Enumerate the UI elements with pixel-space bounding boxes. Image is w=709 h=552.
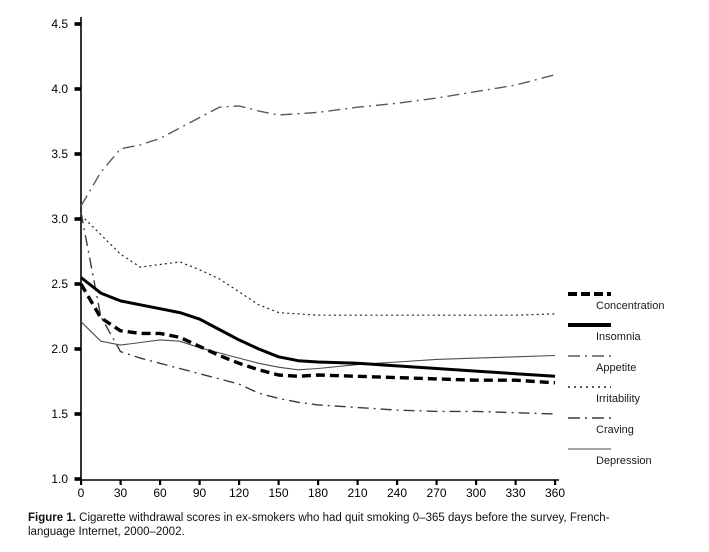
legend-line-sample-irritability: [568, 386, 611, 388]
series-line-craving: [80, 212, 556, 415]
x-axis-tick: [159, 480, 162, 485]
y-axis-tick-label: 4.0: [51, 82, 68, 96]
y-axis-tick: [74, 87, 81, 91]
legend-label-insomnia: Insomnia: [596, 331, 641, 343]
y-axis-tick: [74, 217, 81, 221]
y-axis-tick: [74, 22, 81, 26]
y-axis-tick-label: 1.0: [51, 472, 68, 486]
x-axis-tick-label: 360: [545, 486, 565, 500]
legend-label-depression: Depression: [596, 455, 652, 467]
x-axis-tick-label: 60: [153, 486, 167, 500]
y-axis-tick-label: 4.5: [51, 17, 68, 31]
y-axis-tick-label: 3.0: [51, 212, 68, 226]
legend-line-sample-concentration: [568, 292, 611, 296]
x-axis-tick: [475, 480, 478, 485]
x-axis-tick: [277, 480, 280, 485]
legend-line-sample-appetite: [568, 355, 611, 357]
y-axis-tick-label: 2.5: [51, 277, 68, 291]
legend-item-concentration: Concentration: [566, 289, 696, 313]
x-axis-tick: [435, 480, 438, 485]
x-axis-tick-label: 210: [347, 486, 367, 500]
x-axis-tick-label: 180: [308, 486, 328, 500]
x-axis-tick-label: 240: [387, 486, 407, 500]
series-line-depression: [80, 321, 556, 371]
legend-label-appetite: Appetite: [596, 362, 637, 374]
legend-item-irritability: Irritability: [566, 382, 696, 406]
y-axis-tick: [74, 282, 81, 286]
y-axis-tick-label: 1.5: [51, 407, 68, 421]
series-line-concentration: [79, 283, 556, 385]
legend-line-sample-craving: [568, 417, 611, 419]
series-line-irritability: [80, 214, 556, 316]
x-axis-tick-label: 0: [78, 486, 85, 500]
figure-caption-label: Figure 1.: [28, 512, 76, 524]
legend-item-depression: Depression: [566, 444, 696, 468]
y-axis-tick-label: 3.5: [51, 147, 68, 161]
x-axis-tick: [317, 480, 320, 485]
legend-label-concentration: Concentration: [596, 300, 665, 312]
x-axis-tick: [238, 480, 241, 485]
x-axis-tick-label: 150: [268, 486, 288, 500]
legend-item-craving: Craving: [566, 413, 696, 437]
x-axis-tick-label: 90: [193, 486, 207, 500]
figure-caption-text-line1: Cigarette withdrawal scores in ex-smoker…: [75, 512, 610, 524]
x-axis-tick: [514, 480, 517, 485]
chart-legend: Concentration Insomnia Appetite Irritabilit…: [566, 289, 696, 475]
legend-label-irritability: Irritability: [596, 393, 641, 405]
y-axis-tick: [74, 477, 81, 481]
x-axis-tick: [396, 480, 399, 485]
x-axis-tick-label: 300: [466, 486, 486, 500]
x-axis-tick: [80, 480, 83, 485]
series-line-appetite: [80, 74, 556, 207]
x-axis-tick-label: 30: [114, 486, 128, 500]
figure-caption: Figure 1. Cigarette withdrawal scores in…: [28, 512, 693, 539]
x-axis-tick-label: 270: [426, 486, 446, 500]
y-axis-tick: [74, 412, 81, 416]
x-axis-tick-label: 120: [229, 486, 249, 500]
x-axis-tick-label: 330: [505, 486, 525, 500]
legend-label-craving: Craving: [596, 424, 634, 436]
legend-item-appetite: Appetite: [566, 351, 696, 375]
x-axis-tick: [356, 480, 359, 485]
y-axis-tick: [74, 152, 81, 156]
x-axis-tick: [119, 480, 122, 485]
legend-item-insomnia: Insomnia: [566, 320, 696, 344]
y-axis-tick: [74, 347, 81, 351]
series-line-insomnia: [80, 276, 556, 378]
figure-caption-text-line2: language Internet, 2000–2002.: [28, 525, 185, 538]
x-axis-tick: [554, 480, 557, 485]
legend-line-sample-insomnia: [568, 323, 611, 327]
legend-line-sample-depression: [568, 448, 611, 450]
x-axis-tick: [198, 480, 201, 485]
y-axis-tick-label: 2.0: [51, 342, 68, 356]
